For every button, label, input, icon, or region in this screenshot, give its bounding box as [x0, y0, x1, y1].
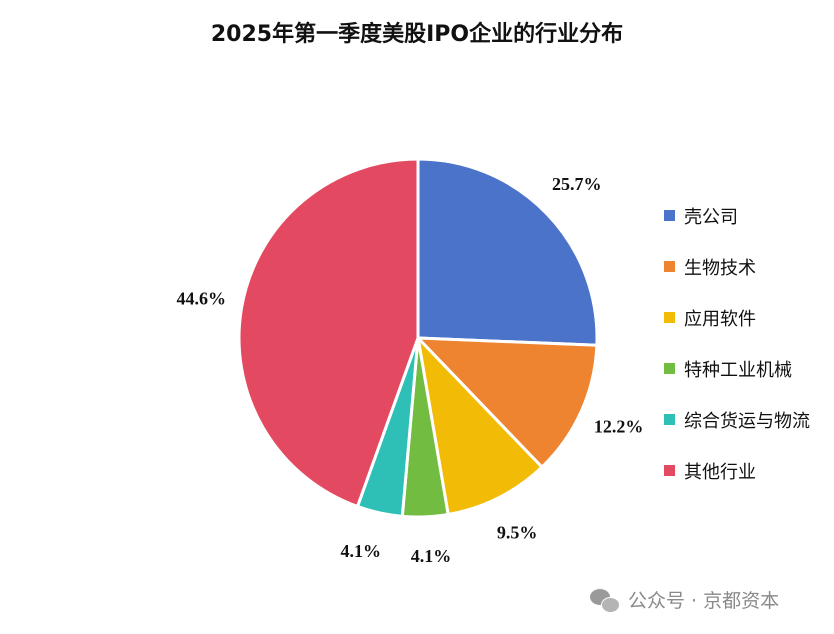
pie-slice-1 — [416, 157, 599, 347]
legend-label-5: 综合货运与物流 — [684, 410, 810, 432]
legend-item-5: 综合货运与物流 — [664, 394, 810, 445]
pie-slice-6 — [237, 157, 420, 508]
chart-title: 2025年第一季度美股IPO企业的行业分布 — [210, 22, 624, 47]
legend-swatch-2 — [664, 261, 675, 272]
legend-swatch-5 — [664, 414, 675, 425]
data-label-2: 12.2% — [594, 416, 644, 436]
data-label-4: 4.1% — [411, 546, 452, 566]
data-label-5: 4.1% — [341, 541, 382, 561]
legend-item-2: 生物技术 — [664, 241, 810, 292]
legend-swatch-3 — [664, 312, 675, 323]
legend-label-4: 特种工业机械 — [684, 359, 792, 381]
watermark-text: 公众号 · 京都资本 — [628, 590, 780, 612]
legend-item-6: 其他行业 — [664, 445, 810, 496]
data-label-1: 25.7% — [552, 174, 602, 194]
legend-item-4: 特种工业机械 — [664, 343, 810, 394]
legend-swatch-4 — [664, 363, 675, 374]
legend-label-2: 生物技术 — [684, 257, 756, 279]
legend-item-1: 壳公司 — [664, 190, 810, 241]
chart-legend: 壳公司生物技术应用软件特种工业机械 综合货运与物流 其他行业 — [664, 190, 810, 496]
legend-label-6: 其他行业 — [684, 461, 756, 483]
data-label-3: 9.5% — [497, 523, 538, 543]
watermark: 公众号 · 京都资本 — [590, 586, 779, 613]
legend-label-3: 应用软件 — [684, 308, 756, 330]
legend-item-3: 应用软件 — [664, 292, 810, 343]
data-label-6: 44.6% — [177, 288, 227, 308]
pie-slice-2 — [416, 336, 599, 469]
legend-swatch-6 — [664, 465, 675, 476]
legend-label-1: 壳公司 — [684, 206, 738, 228]
legend-swatch-1 — [664, 210, 675, 221]
wechat-icon — [590, 587, 620, 613]
pie-slice-3 — [416, 336, 544, 516]
